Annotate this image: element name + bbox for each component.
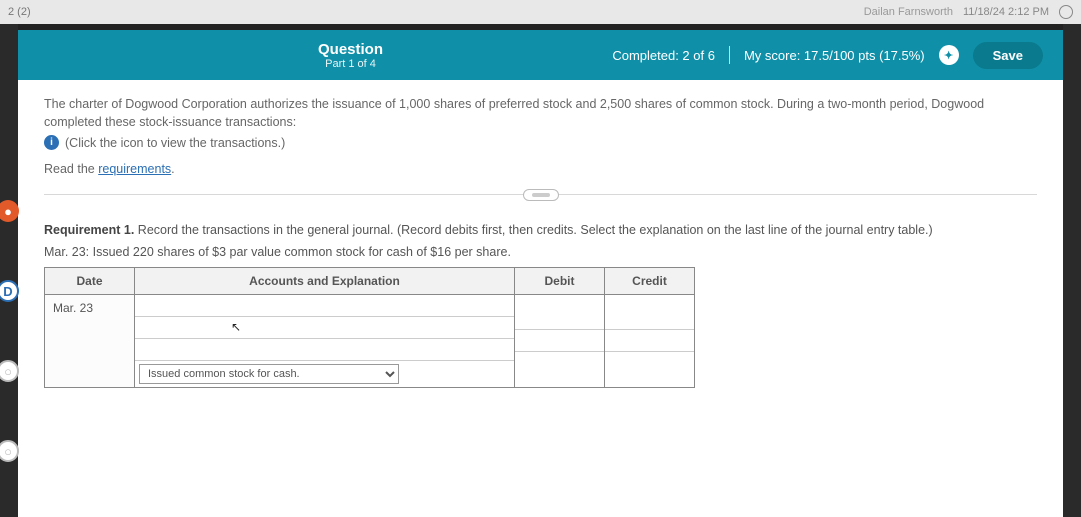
timestamp: 11/18/24 2:12 PM [963, 6, 1049, 18]
debit-cell [515, 295, 605, 388]
account-input-row-3[interactable] [135, 339, 514, 361]
question-label: Question [318, 41, 383, 58]
cursor-icon: ↖ [231, 320, 241, 334]
requirement-text: Record the transactions in the general j… [134, 223, 932, 237]
refresh-icon[interactable] [1059, 5, 1073, 19]
question-header: Question Part 1 of 4 Completed: 2 of 6 M… [18, 24, 1063, 80]
nav-icon-current[interactable]: D [0, 280, 19, 302]
explanation-row: Issued common stock for cash. [135, 361, 514, 387]
credit-input-3[interactable] [605, 352, 694, 374]
nav-icon-next-2[interactable]: ○ [0, 440, 19, 462]
requirement-label: Requirement 1. [44, 223, 134, 237]
read-suffix: . [171, 162, 174, 176]
debit-input-1[interactable] [515, 308, 604, 330]
nav-icon-flag[interactable]: ● [0, 200, 19, 222]
top-right-info: Dailan Farnsworth 11/18/24 2:12 PM [864, 5, 1073, 19]
account-input-row-2[interactable]: ↖ [135, 317, 514, 339]
intro-text: The charter of Dogwood Corporation autho… [44, 96, 1037, 131]
transaction-description: Mar. 23: Issued 220 shares of $3 par val… [44, 245, 1037, 259]
nav-icon-next-1[interactable]: ○ [0, 360, 19, 382]
account-input-row-1[interactable] [135, 295, 514, 317]
read-requirements: Read the requirements. [44, 162, 1037, 176]
transactions-hint: i (Click the icon to view the transactio… [44, 135, 1037, 150]
tab-label: 2 (2) [8, 6, 31, 18]
content-area: The charter of Dogwood Corporation autho… [18, 80, 1063, 517]
col-credit: Credit [605, 268, 695, 295]
browser-top-bar: 2 (2) Dailan Farnsworth 11/18/24 2:12 PM [0, 0, 1081, 24]
requirements-link[interactable]: requirements [98, 162, 171, 176]
completed-text: Completed: 2 of 6 [612, 48, 715, 63]
credit-input-1[interactable] [605, 308, 694, 330]
header-divider [729, 46, 730, 64]
user-name: Dailan Farnsworth [864, 6, 953, 18]
score-text: My score: 17.5/100 pts (17.5%) [744, 48, 925, 63]
col-accounts: Accounts and Explanation [135, 268, 515, 295]
table-row: Mar. 23 ↖ Issued common stock for cash. [45, 295, 695, 388]
requirement-line: Requirement 1. Record the transactions i… [44, 223, 1037, 237]
col-debit: Debit [515, 268, 605, 295]
credit-input-2[interactable] [605, 330, 694, 352]
debit-input-2[interactable] [515, 330, 604, 352]
question-title-block: Question Part 1 of 4 [318, 41, 383, 70]
date-cell: Mar. 23 [45, 295, 135, 388]
journal-entry-table: Date Accounts and Explanation Debit Cred… [44, 267, 695, 388]
explanation-select[interactable]: Issued common stock for cash. [139, 364, 399, 384]
table-header-row: Date Accounts and Explanation Debit Cred… [45, 268, 695, 295]
read-prefix: Read the [44, 162, 98, 176]
header-right: Completed: 2 of 6 My score: 17.5/100 pts… [612, 42, 1043, 69]
drag-handle-icon[interactable] [523, 189, 559, 201]
debit-input-3[interactable] [515, 352, 604, 374]
click-hint-text: (Click the icon to view the transactions… [65, 136, 285, 150]
credit-cell [605, 295, 695, 388]
score-badge-icon[interactable]: ✦ [939, 45, 959, 65]
save-button[interactable]: Save [973, 42, 1043, 69]
part-label: Part 1 of 4 [318, 58, 383, 70]
side-nav-icons: ● D ○ ○ [0, 200, 19, 462]
col-date: Date [45, 268, 135, 295]
info-icon[interactable]: i [44, 135, 59, 150]
accounts-cell: ↖ Issued common stock for cash. [135, 295, 515, 388]
